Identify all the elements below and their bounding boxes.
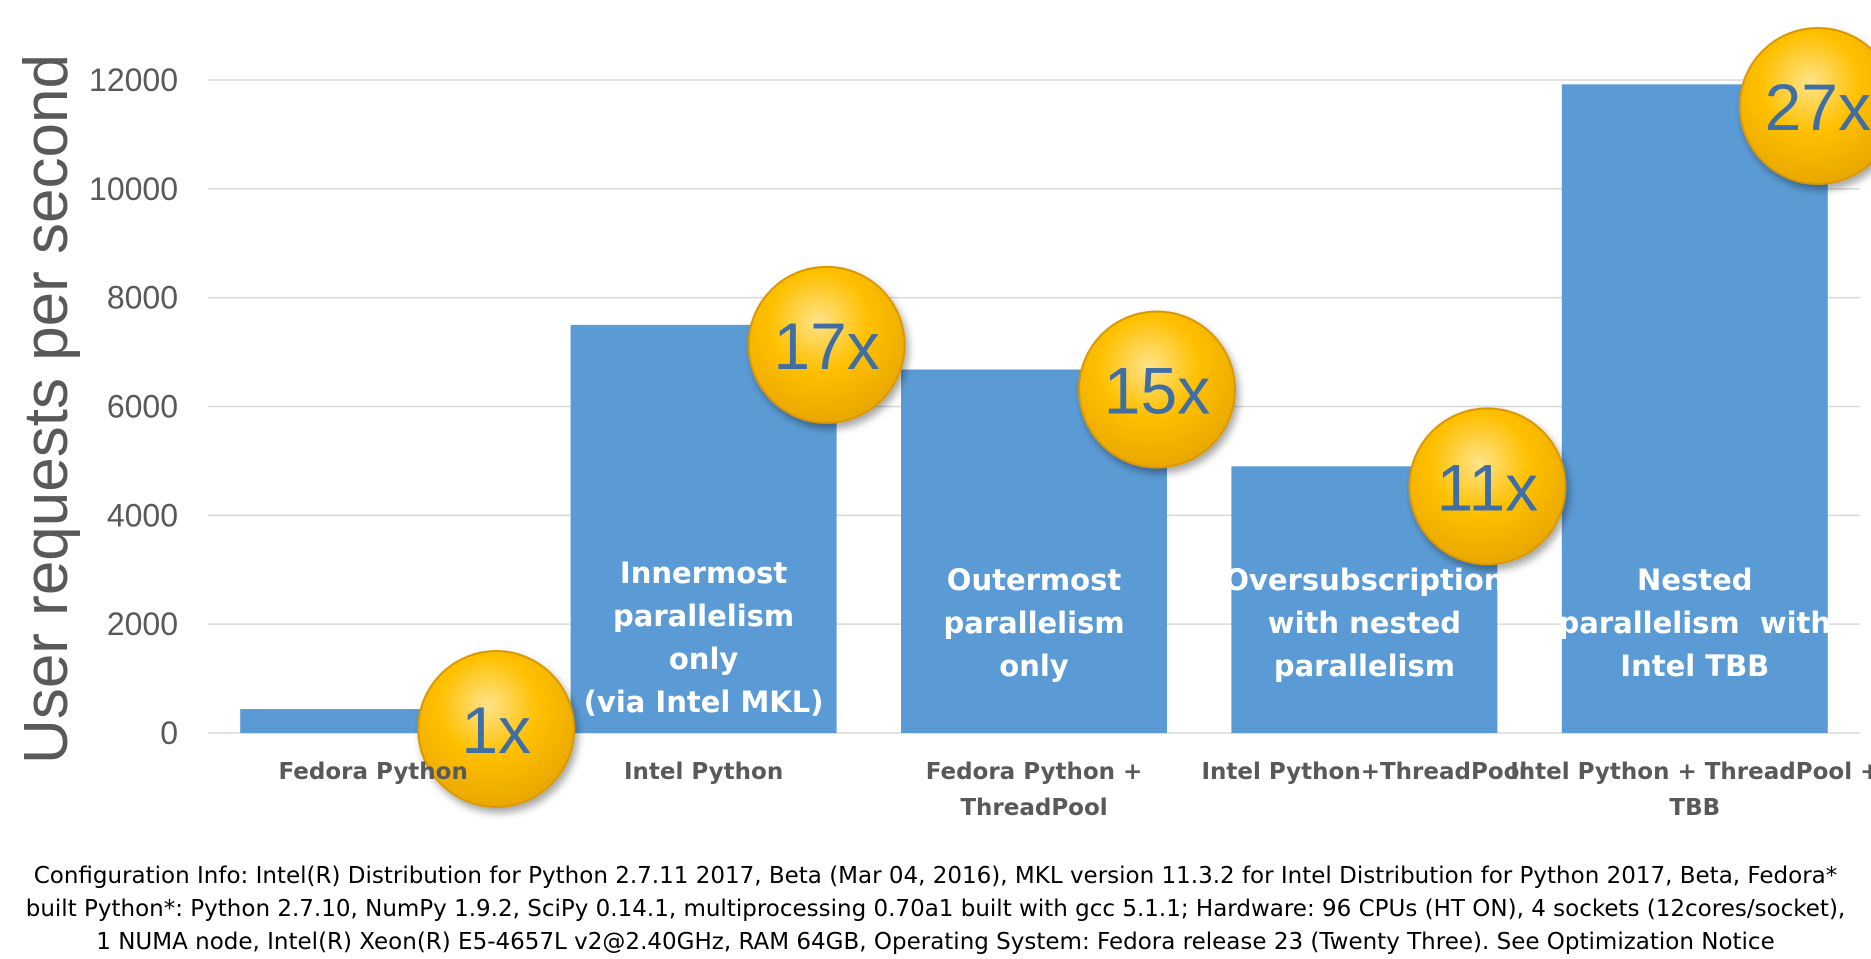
badge-circle xyxy=(1738,27,1871,185)
bar-annotation-line: Nested xyxy=(1637,563,1753,597)
y-axis-label: User requests per second xyxy=(12,54,81,764)
speedup-badge xyxy=(1408,407,1567,566)
x-category-label: Fedora Python + xyxy=(926,759,1143,785)
y-tick-label: 0 xyxy=(160,715,178,751)
x-category-label: Intel Python+ThreadPool xyxy=(1201,759,1527,785)
speedup-label: 15x xyxy=(1104,353,1210,427)
speedup-badge xyxy=(747,265,906,424)
y-tick-label: 12000 xyxy=(89,62,178,98)
x-category-label: Intel Python + ThreadPool + xyxy=(1510,759,1871,785)
bar-annotation-line: parallelism with xyxy=(1559,606,1832,640)
speedup-badge xyxy=(417,650,576,809)
bar-annotation-line: (via Intel MKL) xyxy=(584,685,824,719)
bar-chart: 0 2000 4000 6000 8000 10000 12000 User request… xyxy=(12,27,1871,821)
x-category-label: Fedora Python xyxy=(279,759,468,785)
bar-annotation-line: parallelism xyxy=(943,606,1124,640)
configuration-footnote: Configuration Info: Intel(R) Distributio… xyxy=(20,860,1851,959)
badge-circle xyxy=(1408,407,1567,566)
speedup-label: 11x xyxy=(1437,450,1539,524)
bar-annotation-line: only xyxy=(669,642,739,676)
bar-annotation-line: parallelism xyxy=(613,599,794,633)
footnote-line-3: 1 NUMA node, Intel(R) Xeon(R) E5-4657L v… xyxy=(96,929,1775,955)
bar-annotation-line: Outermost xyxy=(947,563,1122,597)
speedup-label: 1x xyxy=(461,693,531,767)
bar-annotation-line: Intel TBB xyxy=(1620,649,1769,683)
bar-annotations: Innermost parallelism only (via Intel MKL) O… xyxy=(584,556,1831,719)
badge-circle xyxy=(747,265,906,424)
bar xyxy=(1561,84,1828,733)
speedup-badge xyxy=(1078,310,1236,469)
y-tick-label: 2000 xyxy=(107,606,178,642)
x-category-label: Intel Python xyxy=(624,759,783,785)
speedup-badge xyxy=(1738,27,1871,185)
bar-annotation-line: only xyxy=(999,649,1069,683)
bar-annotation-line: with nested xyxy=(1268,606,1461,640)
bar-annotation-line: Oversubscription xyxy=(1224,563,1504,597)
y-tick-label: 8000 xyxy=(107,280,178,316)
speedup-badges: 1x 17x 15x 11x 27x xyxy=(417,27,1871,809)
footnote-line-2: built Python*: Python 2.7.10, NumPy 1.9.… xyxy=(25,896,1846,922)
speedup-label: 17x xyxy=(773,309,879,383)
x-axis-categories: Fedora Python Intel Python Fedora Python +… xyxy=(279,759,1871,821)
bar-annotation-line: parallelism xyxy=(1274,649,1455,683)
x-category-label: TBB xyxy=(1669,795,1720,821)
y-tick-label: 10000 xyxy=(89,171,178,207)
bar-annotation-line: Innermost xyxy=(620,556,787,590)
y-tick-label: 4000 xyxy=(107,497,178,533)
footnote-line-1: Configuration Info: Intel(R) Distributio… xyxy=(33,863,1838,889)
x-category-label: ThreadPool xyxy=(960,795,1107,821)
y-axis-ticks: 0 2000 4000 6000 8000 10000 12000 xyxy=(89,62,178,751)
y-tick-label: 6000 xyxy=(107,389,178,425)
speedup-label: 27x xyxy=(1765,70,1871,144)
badge-circle xyxy=(1078,310,1236,469)
badge-circle xyxy=(417,650,576,809)
